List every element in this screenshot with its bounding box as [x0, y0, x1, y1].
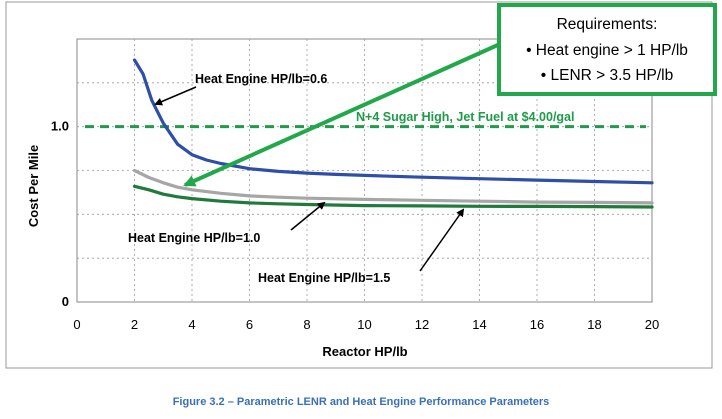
annotation-arrow-0-6: [154, 86, 197, 106]
x-tick-label: 12: [415, 317, 429, 332]
annotation-heat-engine-1-5: Heat Engine HP/lb=1.5: [258, 271, 390, 285]
x-tick-label: 10: [357, 317, 371, 332]
x-tick-label: 16: [530, 317, 544, 332]
series-group: [132, 58, 654, 209]
requirements-title: Requirements:: [557, 16, 658, 33]
annotation-heat-engine-1-0: Heat Engine HP/lb=1.0: [128, 231, 260, 245]
x-tick-label: 8: [303, 317, 310, 332]
series-line-he10: [132, 168, 654, 205]
requirements-box: Requirements: • Heat engine > 1 HP/lb • …: [497, 3, 717, 96]
y-tick-label: 0: [62, 294, 69, 309]
x-tick-label: 2: [131, 317, 138, 332]
series-line-he06: [132, 58, 654, 185]
requirement-heat-engine: • Heat engine > 1 HP/lb: [526, 42, 688, 59]
series-line-he15: [132, 184, 654, 209]
figure-caption: Figure 3.2 – Parametric LENR and Heat En…: [172, 396, 550, 408]
x-tick-label: 14: [472, 317, 486, 332]
x-tick-label: 18: [587, 317, 601, 332]
y-axis-ticks: 01.0: [51, 119, 69, 309]
grid: [77, 39, 652, 302]
x-tick-label: 0: [73, 317, 80, 332]
requirements-arrow: [183, 42, 501, 187]
reference-line-label: N+4 Sugar High, Jet Fuel at $4.00/gal: [356, 110, 574, 124]
x-tick-label: 6: [246, 317, 253, 332]
x-axis-ticks: 0 2 4 6 8 10 12 14 16 18 20: [73, 317, 659, 332]
y-tick-label: 1.0: [51, 119, 69, 134]
annotation-arrow-1-0: [290, 201, 326, 231]
requirements-box-frame: [497, 3, 717, 96]
requirement-lenr: • LENR > 3.5 HP/lb: [541, 67, 674, 84]
x-axis-label: Reactor HP/lb: [322, 344, 407, 359]
annotation-heat-engine-0-6: Heat Engine HP/lb=0.6: [195, 72, 327, 86]
x-tick-label: 20: [645, 317, 659, 332]
figure-frame: [5, 1, 713, 369]
x-tick-label: 4: [188, 317, 195, 332]
annotation-arrow-1-5: [419, 208, 465, 272]
y-axis-label: Cost Per Mile: [26, 145, 41, 227]
